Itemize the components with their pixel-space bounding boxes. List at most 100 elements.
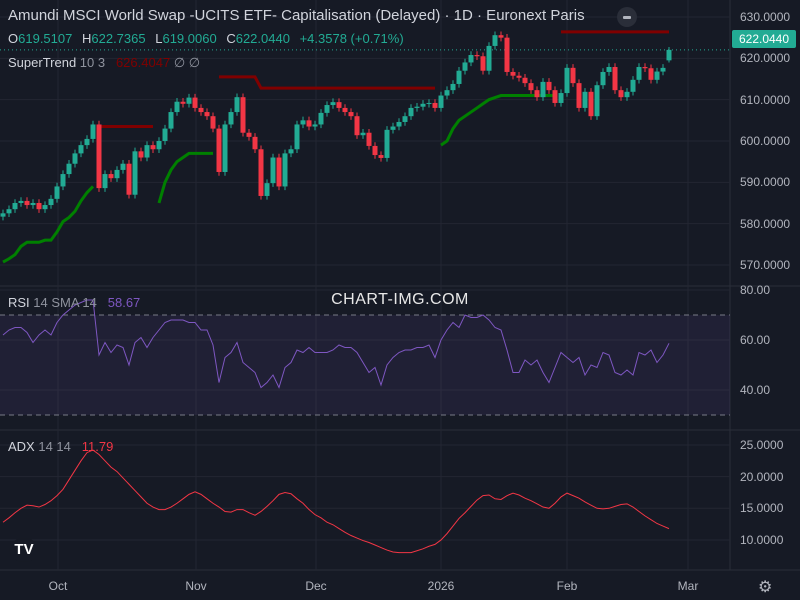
candle xyxy=(162,124,168,145)
candle xyxy=(432,99,438,112)
supertrend-name: SuperTrend xyxy=(8,55,77,70)
candle xyxy=(468,51,474,67)
candle xyxy=(138,147,144,162)
adx-legend[interactable]: ADX 14 14 11.79 xyxy=(8,439,113,454)
candle xyxy=(84,135,90,149)
supertrend-down-line xyxy=(219,75,435,90)
candle xyxy=(186,93,192,108)
candle-body xyxy=(300,120,306,125)
axis-tick-label: 610.0000 xyxy=(740,92,791,107)
candle xyxy=(60,170,66,191)
candle-body xyxy=(246,132,252,137)
candle-body xyxy=(324,105,330,113)
candle xyxy=(582,88,588,112)
gear-icon[interactable]: ⚙ xyxy=(758,579,773,596)
tradingview-logo[interactable]: TV xyxy=(9,538,39,562)
candle-body xyxy=(282,153,288,187)
supertrend-up-line xyxy=(2,185,95,264)
candle xyxy=(264,179,270,200)
candle xyxy=(174,98,180,116)
candle-body xyxy=(342,107,348,113)
time-tick-label: Dec xyxy=(305,579,327,593)
candle xyxy=(420,100,426,111)
candle-body xyxy=(174,101,180,113)
minus-circle-icon[interactable] xyxy=(617,7,637,27)
candle-body xyxy=(534,90,540,98)
high-label: H xyxy=(81,31,92,46)
candle xyxy=(384,126,390,162)
candle-body xyxy=(582,91,588,108)
candle-body xyxy=(96,124,102,189)
rsi-legend[interactable]: RSI 14 SMA 14 58.67 xyxy=(8,295,140,310)
candle xyxy=(402,112,408,126)
candle-body xyxy=(204,112,210,117)
candle xyxy=(504,33,510,76)
candle xyxy=(660,64,666,76)
candle xyxy=(546,78,552,94)
candle-body xyxy=(630,79,636,92)
candle xyxy=(594,81,600,120)
adx-value: 11.79 xyxy=(81,439,114,454)
candle-body xyxy=(624,91,630,98)
candle xyxy=(96,120,102,192)
candle-body xyxy=(138,151,144,158)
supertrend-value: 626.4047 xyxy=(115,55,171,70)
candle xyxy=(222,120,228,176)
candle-body xyxy=(156,140,162,150)
candle xyxy=(534,86,540,101)
candle xyxy=(54,182,60,203)
open-value: 619.5107 xyxy=(18,31,73,46)
candle-body xyxy=(288,149,294,154)
axis-tick-label: 630.0000 xyxy=(740,10,791,24)
candle-body xyxy=(192,97,198,108)
candle xyxy=(552,86,558,107)
candle-body xyxy=(456,70,462,84)
candle xyxy=(528,79,534,94)
candle-body xyxy=(144,145,150,158)
candle-body xyxy=(552,90,558,103)
candle xyxy=(576,79,582,112)
supertrend-up-line xyxy=(157,151,213,204)
candle-body xyxy=(636,67,642,80)
candle xyxy=(414,102,420,112)
candle xyxy=(498,31,504,42)
candle-body xyxy=(522,77,528,84)
candle xyxy=(306,116,312,131)
candle-body xyxy=(660,67,666,72)
candle-body xyxy=(102,174,108,189)
candle xyxy=(90,120,96,143)
candle-body xyxy=(312,124,318,127)
candle xyxy=(192,93,198,112)
candle xyxy=(240,93,246,137)
candle xyxy=(210,112,216,133)
candle-body xyxy=(126,163,132,195)
candle-body xyxy=(498,35,504,38)
rsi-band xyxy=(0,49,730,416)
high-value: 622.7365 xyxy=(91,31,146,46)
axis-tick-label: 580.0000 xyxy=(740,216,791,231)
candle-body xyxy=(516,75,522,78)
candle xyxy=(198,104,204,116)
candle xyxy=(282,149,288,191)
supertrend-legend[interactable]: SuperTrend 10 3 626.4047 ∅ ∅ xyxy=(8,55,200,71)
candle-body xyxy=(42,205,48,210)
candle-body xyxy=(84,138,90,146)
candle-body xyxy=(480,56,486,71)
chart-title: Amundi MSCI World Swap -UCITS ETF- Capit… xyxy=(8,7,585,24)
candle-body xyxy=(66,163,72,175)
candle xyxy=(564,64,570,97)
candle xyxy=(312,120,318,131)
candle xyxy=(522,74,528,87)
candle xyxy=(642,63,648,72)
candle xyxy=(360,129,366,139)
candle xyxy=(114,166,120,182)
candle-body xyxy=(450,83,456,91)
candle-body xyxy=(570,67,576,84)
candle-body xyxy=(330,102,336,106)
candle xyxy=(348,108,354,120)
candle xyxy=(540,78,546,101)
candle xyxy=(558,89,564,107)
candle xyxy=(390,122,396,134)
candle xyxy=(378,151,384,162)
